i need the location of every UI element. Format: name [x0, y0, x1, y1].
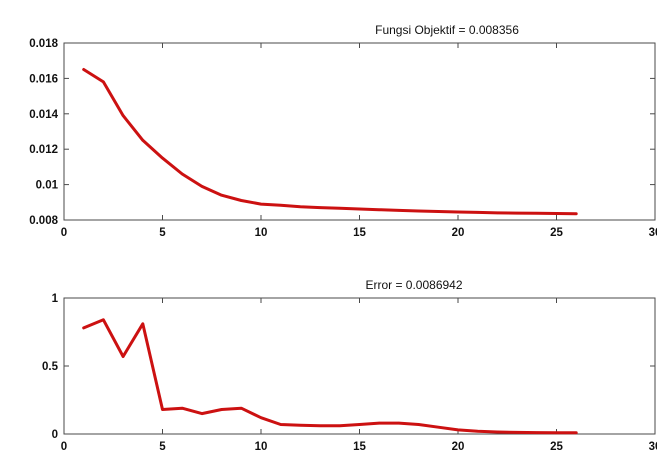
plot-title: Error = 0.0086942 — [365, 278, 462, 292]
data-point — [279, 423, 282, 426]
data-point — [417, 209, 420, 213]
data-point — [318, 424, 322, 428]
data-point — [82, 68, 85, 71]
data-point — [299, 423, 302, 427]
data-point — [200, 185, 204, 188]
x-tick-label: 5 — [159, 441, 166, 453]
data-point — [338, 207, 341, 210]
y-tick-label: 0.018 — [29, 38, 58, 50]
data-point — [200, 412, 204, 415]
data-point — [121, 355, 125, 358]
data-point — [456, 428, 460, 432]
data-point — [279, 204, 282, 207]
subplot-2: Error = 0.0086942 0 5 10 15 20 25 30 0 0.5 1 — [42, 278, 657, 453]
y-tick-label: 0.008 — [29, 215, 58, 227]
data-point — [515, 211, 519, 215]
data-point — [437, 426, 440, 429]
data-point — [240, 199, 243, 202]
data-point — [240, 406, 243, 410]
data-point — [358, 423, 361, 426]
data-point — [417, 423, 420, 426]
x-tick-label: 0 — [61, 441, 67, 453]
data-point — [358, 207, 361, 211]
data-point — [378, 421, 381, 425]
data-point — [476, 430, 479, 433]
data-point — [181, 406, 184, 410]
x-tick-label: 30 — [649, 441, 657, 453]
data-point — [515, 431, 519, 434]
y-tick-label: 0.012 — [29, 144, 58, 156]
y-tick-label: 1 — [52, 293, 59, 305]
y-tick-label: 0 — [52, 429, 58, 441]
axes-frame — [63, 297, 656, 435]
data-point — [299, 205, 302, 208]
data-point — [161, 156, 164, 160]
data-point — [161, 408, 164, 411]
data-point — [476, 211, 479, 214]
data-point — [220, 194, 223, 197]
subplot-1: Fungsi Objektif = 0.008356 0 5 10 15 20 25 30 0.… — [29, 23, 657, 239]
data-point — [575, 431, 578, 435]
data-point — [181, 172, 184, 176]
x-tick-label: 5 — [159, 227, 166, 239]
y-tick-label: 0.01 — [36, 180, 59, 192]
plot-title: Fungsi Objektif = 0.008356 — [375, 23, 519, 37]
data-point — [397, 209, 401, 212]
axes-frame — [63, 42, 656, 221]
data-point — [259, 416, 263, 419]
data-point — [141, 322, 144, 326]
data-point — [496, 430, 499, 434]
data-point — [220, 408, 223, 411]
series-line-1 — [82, 318, 578, 435]
x-tick-label: 15 — [353, 227, 366, 239]
data-point — [535, 212, 538, 215]
x-tick-label: 25 — [550, 441, 563, 453]
series-line-1 — [82, 68, 578, 216]
data-point — [555, 212, 558, 215]
data-point — [82, 326, 85, 330]
y-tick-label: 0.5 — [42, 361, 59, 373]
data-point — [555, 431, 558, 434]
data-point — [121, 114, 125, 117]
x-tick-label: 20 — [452, 441, 465, 453]
x-tick-label: 10 — [255, 441, 268, 453]
x-tick-label: 10 — [255, 227, 268, 239]
y-tick-label: 0.014 — [29, 109, 58, 121]
x-tick-label: 0 — [61, 227, 67, 239]
data-point — [338, 424, 341, 428]
data-point — [397, 421, 401, 425]
x-tick-label: 15 — [353, 441, 366, 453]
data-point — [456, 210, 460, 214]
data-point — [437, 210, 440, 213]
y-tick-label: 0.016 — [29, 73, 58, 85]
data-point — [141, 139, 144, 142]
x-tick-label: 20 — [452, 227, 465, 239]
data-point — [259, 202, 263, 206]
data-point — [496, 211, 499, 215]
data-point — [102, 80, 105, 84]
x-tick-label: 25 — [550, 227, 563, 239]
data-point — [575, 212, 578, 215]
data-point — [535, 431, 538, 434]
data-point — [378, 208, 381, 211]
data-point — [318, 206, 322, 209]
x-tick-label: 30 — [649, 227, 657, 239]
data-point — [102, 318, 105, 321]
